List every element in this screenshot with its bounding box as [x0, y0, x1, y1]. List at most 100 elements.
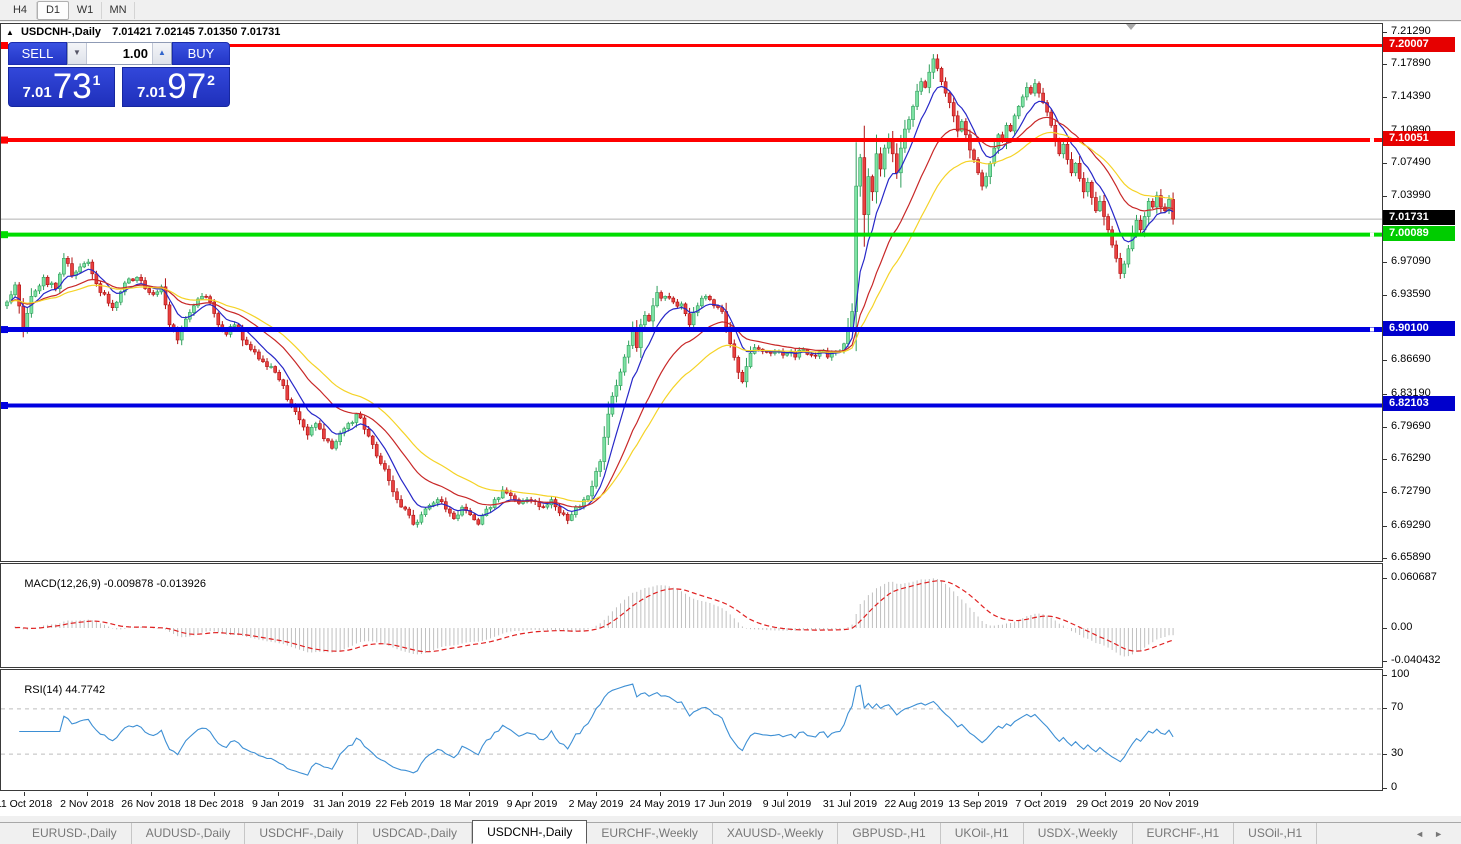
chart-tab[interactable]: USDCHF-,Daily — [245, 823, 359, 844]
date-label: 31 Jan 2019 — [313, 798, 371, 810]
macd-tick-label: 0.060687 — [1391, 571, 1437, 583]
price-tick-label: 6.86690 — [1391, 353, 1431, 365]
date-tickmark — [914, 792, 915, 796]
date-label: 9 Jul 2019 — [762, 798, 812, 810]
horizontal-lines[interactable] — [1, 42, 1382, 409]
one-click-panel-toggle-icon[interactable]: ▲ — [6, 28, 14, 37]
chart-tab[interactable]: AUDUSD-,Daily — [132, 823, 246, 844]
chart-window: ▲ USDCNH-,Daily 7.01421 7.02145 7.01350 … — [0, 22, 1461, 816]
price-tick-label: 6.76290 — [1391, 452, 1431, 464]
chart-shift-marker-icon[interactable] — [1126, 24, 1136, 30]
price-tick-label: 7.07490 — [1391, 156, 1431, 168]
buy-button[interactable]: BUY — [172, 42, 230, 65]
timeframe-button-mn[interactable]: MN — [102, 1, 135, 19]
chart-tab[interactable]: USOil-,H1 — [1234, 823, 1318, 844]
date-tickmark — [1105, 792, 1106, 796]
buy-price-display[interactable]: 7.01 97 2 — [122, 67, 230, 107]
timeframe-button-w1[interactable]: W1 — [69, 1, 102, 19]
date-tickmark — [405, 792, 406, 796]
ohlc-values: 7.01421 7.02145 7.01350 7.01731 — [112, 26, 281, 38]
chart-tab[interactable]: EURUSD-,Daily — [18, 823, 132, 844]
rsi-pane[interactable]: RSI(14) 44.7742 — [0, 669, 1383, 791]
chart-tab[interactable]: EURCHF-,Weekly — [587, 823, 713, 844]
chart-tab[interactable]: GBPUSD-,H1 — [838, 823, 941, 844]
chart-tab-bar: EURUSD-,Daily AUDUSD-,Daily USDCHF-,Daily U… — [0, 820, 1461, 844]
price-tick-tickmark — [1383, 427, 1387, 428]
chart-tab[interactable]: USDX-,Weekly — [1024, 823, 1133, 844]
date-tickmark — [469, 792, 470, 796]
rsi-tick-label: 0 — [1391, 781, 1398, 793]
price-tick-tickmark — [1383, 32, 1387, 33]
date-label: 11 Oct 2018 — [0, 798, 53, 810]
tab-scroll-right-icon[interactable]: ► — [1434, 829, 1453, 839]
price-badge: 7.10051 — [1383, 131, 1455, 146]
macd-tick-label: -0.040432 — [1391, 654, 1441, 666]
timeframe-button-h4[interactable]: H4 — [4, 1, 37, 19]
date-label: 29 Oct 2019 — [1076, 798, 1134, 810]
price-tick-label: 7.21290 — [1391, 25, 1431, 37]
date-tickmark — [850, 792, 851, 796]
date-label: 18 Dec 2018 — [184, 798, 244, 810]
price-tick-tickmark — [1383, 459, 1387, 460]
chart-title: ▲ USDCNH-,Daily 7.01421 7.02145 7.01350 … — [6, 26, 280, 38]
buy-price-prefix: 7.01 — [137, 84, 167, 101]
date-label: 13 Sep 2019 — [948, 798, 1008, 810]
sell-price-display[interactable]: 7.01 73 1 — [8, 67, 115, 107]
chart-tab[interactable]: XAUUSD-,Weekly — [713, 823, 839, 844]
tab-scroll-left-icon[interactable]: ◄ — [1415, 829, 1435, 839]
price-tick-tickmark — [1383, 360, 1387, 361]
price-tick-tickmark — [1383, 492, 1387, 493]
date-label: 20 Nov 2019 — [1139, 798, 1199, 810]
date-tickmark — [660, 792, 661, 796]
chart-tab[interactable]: USDCAD-,Daily — [358, 823, 473, 844]
volume-decrease-button[interactable]: ▼ — [68, 43, 87, 64]
rsi-tick-label: 100 — [1391, 668, 1410, 680]
price-tick-label: 6.65890 — [1391, 551, 1431, 563]
candlestick-chart[interactable] — [1, 24, 1382, 561]
macd-tick-tickmark — [1383, 661, 1387, 662]
macd-chart — [14, 578, 1174, 657]
symbol-title: USDCNH-,Daily — [20, 26, 102, 38]
price-tick-label: 7.14390 — [1391, 90, 1431, 102]
date-tickmark — [978, 792, 979, 796]
timeframe-toolbar: H4 D1 W1 MN — [0, 0, 1461, 21]
date-tickmark — [596, 792, 597, 796]
price-badge: 6.90100 — [1383, 321, 1455, 336]
rsi-line — [19, 683, 1174, 776]
price-tick-label: 6.97090 — [1391, 255, 1431, 267]
timeframe-button-d1[interactable]: D1 — [37, 0, 69, 20]
date-tickmark — [1041, 792, 1042, 796]
sell-price-pip: 1 — [92, 72, 101, 88]
macd-pane[interactable]: MACD(12,26,9) -0.009878 -0.013926 — [0, 563, 1383, 668]
price-pane[interactable]: ▲ USDCNH-,Daily 7.01421 7.02145 7.01350 … — [0, 23, 1383, 562]
price-tick-label: 6.93590 — [1391, 288, 1431, 300]
price-tick-label: 6.72790 — [1391, 485, 1431, 497]
date-label: 2 May 2019 — [568, 798, 624, 810]
chart-tab[interactable]: UKOil-,H1 — [941, 823, 1024, 844]
volume-increase-button[interactable]: ▲ — [152, 43, 171, 64]
macd-label: MACD(12,26,9) -0.009878 -0.013926 — [24, 578, 206, 590]
volume-input[interactable] — [87, 43, 152, 64]
date-label: 22 Feb 2019 — [375, 798, 435, 810]
chart-tab[interactable]: USDCNH-,Daily — [472, 820, 588, 844]
price-badge: 7.00089 — [1383, 226, 1455, 241]
chart-tab[interactable]: EURCHF-,H1 — [1133, 823, 1235, 844]
sell-button[interactable]: SELL — [8, 42, 67, 65]
price-tick-label: 6.69290 — [1391, 519, 1431, 531]
date-tickmark — [24, 792, 25, 796]
date-tickmark — [151, 792, 152, 796]
price-tick-tickmark — [1383, 163, 1387, 164]
candles — [5, 54, 1175, 528]
macd-histogram — [14, 578, 1174, 657]
date-tickmark — [532, 792, 533, 796]
date-label: 9 Apr 2019 — [506, 798, 558, 810]
price-badge: 7.20007 — [1383, 37, 1455, 52]
price-tick-tickmark — [1383, 558, 1387, 559]
date-label: 24 May 2019 — [629, 798, 691, 810]
price-tick-tickmark — [1383, 262, 1387, 263]
date-tickmark — [787, 792, 788, 796]
date-label: 31 Jul 2019 — [822, 798, 878, 810]
price-axis[interactable]: 7.21290 7.17890 7.14390 7.10890 7.07490 7.039… — [1383, 22, 1461, 816]
volume-stepper: ▼ ▲ — [67, 42, 172, 65]
sell-price-prefix: 7.01 — [22, 84, 52, 101]
